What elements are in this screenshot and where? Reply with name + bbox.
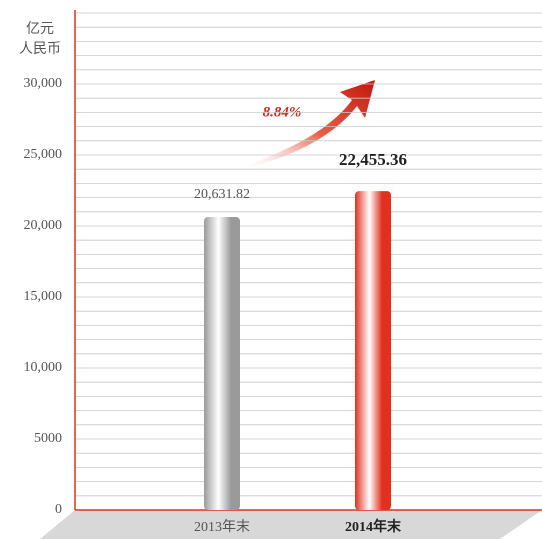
bar [355,191,391,510]
y-tick-label: 30,000 [24,76,63,91]
y-tick-label: 0 [55,502,62,517]
value-label: 22,455.36 [339,150,407,169]
y-tick-label: 15,000 [24,289,63,304]
value-label: 20,631.82 [194,187,250,202]
y-unit: 人民币 [19,41,61,57]
y-unit: 亿元 [26,21,54,37]
y-tick-label: 10,000 [24,360,63,375]
floor [40,510,542,539]
y-tick-label: 25,000 [24,147,63,162]
y-tick-label: 5000 [34,431,62,446]
bar [204,217,240,510]
x-tick-label: 2013年末 [194,519,250,535]
y-tick-label: 20,000 [24,218,63,233]
chart: 8.84% 亿元 人民币 0500010,00015,00020,00025,0… [0,0,542,539]
page: {"chart_data": {"type": "bar", "y_label"… [0,0,542,539]
x-tick-label: 2014年末 [345,518,402,535]
